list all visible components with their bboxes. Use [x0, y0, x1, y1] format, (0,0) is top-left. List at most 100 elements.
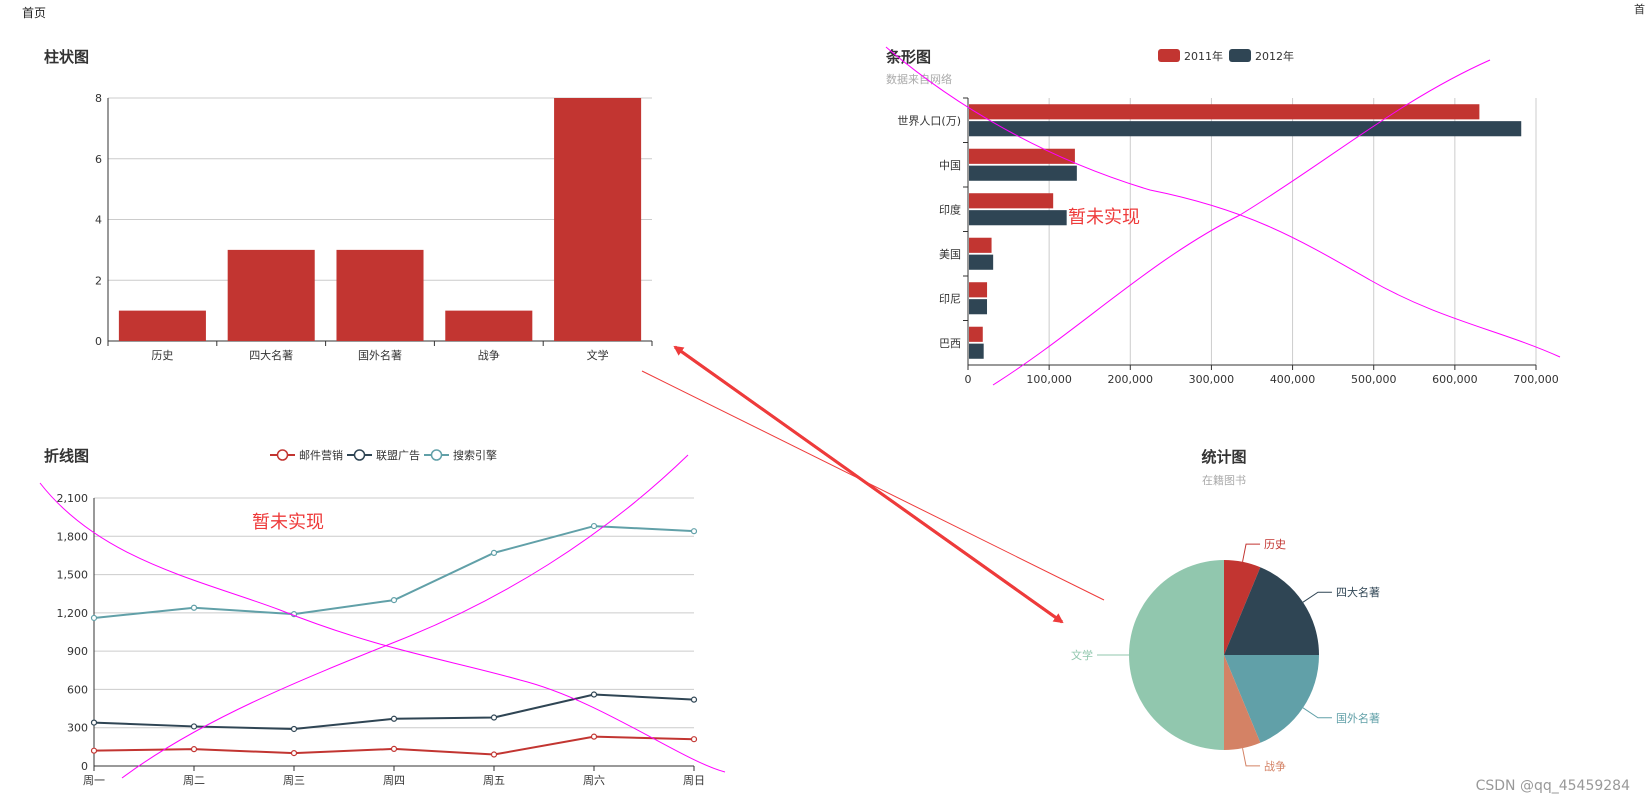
pie-slice-label: 国外名著 — [1336, 711, 1380, 725]
line-point — [490, 714, 498, 721]
line-y-tick-label: 1,500 — [57, 569, 89, 582]
line-legend-marker-2 — [353, 449, 366, 461]
hbar-x-tick-label: 200,000 — [1108, 373, 1154, 386]
line-y-tick-label: 0 — [81, 760, 88, 773]
bar-2 — [227, 249, 315, 341]
line-y-tick-label: 600 — [67, 683, 88, 696]
line-point — [190, 723, 198, 730]
bar-4 — [445, 310, 533, 341]
line-x-tick-label: 周六 — [583, 774, 605, 787]
watermark: CSDN @qq_45459284 — [1476, 778, 1630, 794]
hbar-y-tick-label: 巴西 — [939, 337, 961, 350]
bar-y-tick-label: 0 — [95, 335, 102, 348]
line-point — [390, 596, 398, 604]
hbar-x-tick-label: 700,000 — [1513, 373, 1559, 386]
line-point — [90, 719, 98, 726]
bar-x-tick-label: 国外名著 — [358, 348, 402, 362]
line-y-tick-label: 300 — [67, 722, 88, 735]
bar-y-tick-label: 4 — [95, 214, 102, 227]
line-series-3 — [93, 525, 695, 619]
hbar-2-series-1 — [969, 282, 988, 298]
hbar-3-series-1 — [969, 237, 992, 253]
hbar-4-series-1 — [969, 193, 1054, 209]
line-point — [490, 549, 498, 556]
arrow-to-pie-chart — [674, 345, 1064, 624]
pie-label-line — [1242, 543, 1261, 562]
line-point — [390, 745, 398, 752]
hbar-chart-title: 条形图 — [885, 48, 931, 66]
pie-label-line — [1302, 707, 1332, 719]
line-chart-panel: 折线图 邮件营销 联盟广告 搜索引擎 0 300 600 900 1,200 1,500 1,800… — [44, 447, 705, 787]
pie-slice-label: 战争 — [1264, 759, 1286, 773]
line-point — [490, 751, 498, 758]
bar-1 — [118, 310, 206, 341]
corner-text: 首 — [1634, 2, 1645, 16]
line-point — [590, 522, 598, 530]
bar-x-tick-label: 历史 — [151, 349, 173, 362]
hbar-x-tick-label: 100,000 — [1026, 373, 1072, 386]
line-point — [90, 614, 98, 622]
line-x-tick-label: 周日 — [683, 774, 705, 787]
hbar-legend-label-1: 2011年 — [1184, 49, 1223, 63]
bar-y-tick-label: 6 — [95, 153, 102, 166]
hbar-legend-swatch-2 — [1229, 49, 1251, 62]
line-chart-title: 折线图 — [44, 447, 89, 465]
hbar-y-tick-label: 中国 — [939, 159, 961, 172]
bar-5 — [554, 98, 642, 341]
line-legend-marker-3 — [430, 449, 443, 461]
line-point — [590, 733, 598, 740]
pie-slice-5 — [1129, 560, 1224, 750]
hbar-legend-label-2: 2012年 — [1255, 49, 1294, 63]
pie-slice-3 — [1224, 655, 1319, 743]
line-point — [190, 604, 198, 611]
line-legend-label-2: 联盟广告 — [376, 449, 420, 462]
hbar-6-series-1 — [969, 104, 1480, 120]
bar-x-tick-label: 文学 — [587, 348, 609, 362]
hbar-5-series-2 — [969, 165, 1077, 181]
pie-slice-label: 文学 — [1071, 648, 1093, 662]
line-point — [290, 725, 298, 733]
bar-x-tick-label: 战争 — [478, 348, 500, 362]
line-x-tick-label: 周五 — [483, 774, 505, 787]
hbar-4-series-2 — [969, 210, 1067, 226]
hbar-1-series-1 — [969, 326, 983, 342]
breadcrumb-home[interactable]: 首页 — [22, 6, 46, 20]
hbar-5-series-1 — [969, 148, 1075, 164]
pie-chart-title: 统计图 — [1201, 448, 1246, 466]
pie-chart-subtitle: 在籍图书 — [1202, 473, 1246, 487]
pie-slice-4 — [1224, 655, 1261, 750]
line-x-tick-label: 周一 — [83, 774, 105, 787]
line-legend-label-3: 搜索引擎 — [453, 448, 497, 462]
pie-slice-label: 历史 — [1264, 538, 1286, 551]
bar-chart-title: 柱状图 — [44, 48, 89, 66]
hbar-x-tick-label: 600,000 — [1432, 373, 1478, 386]
pie-slice-1 — [1224, 560, 1261, 655]
thin-red-line — [641, 370, 1105, 601]
line-point — [290, 750, 298, 757]
hbar-x-tick-label: 400,000 — [1270, 373, 1316, 386]
line-x-tick-label: 周二 — [183, 774, 205, 787]
line-x-tick-label: 周三 — [283, 774, 305, 787]
line-y-tick-label: 2,100 — [57, 492, 89, 505]
pie-slice-label: 四大名著 — [1336, 585, 1380, 599]
hbar-y-tick-label: 美国 — [939, 248, 961, 261]
hbar-chart-subtitle: 数据来自网络 — [886, 72, 952, 86]
line-y-tick-label: 1,200 — [57, 607, 89, 620]
line-point — [90, 747, 98, 754]
bar-y-tick-label: 8 — [95, 92, 102, 105]
line-point — [690, 736, 698, 743]
annotation-overlays — [39, 46, 1561, 779]
line-y-tick-label: 1,800 — [57, 530, 89, 543]
doodle-curve-falling-line — [39, 482, 726, 773]
hbar-3-series-2 — [969, 254, 994, 270]
line-legend-label-1: 邮件营销 — [299, 448, 343, 462]
pie-slice-2 — [1224, 567, 1319, 655]
hbar-y-tick-label: 印尼 — [939, 292, 961, 305]
hbar-note: 暂未实现 — [1068, 207, 1140, 228]
hbar-x-tick-label: 0 — [965, 373, 972, 386]
pie-label-line — [1242, 748, 1261, 767]
hbar-y-tick-label: 世界人口(万) — [897, 114, 961, 127]
